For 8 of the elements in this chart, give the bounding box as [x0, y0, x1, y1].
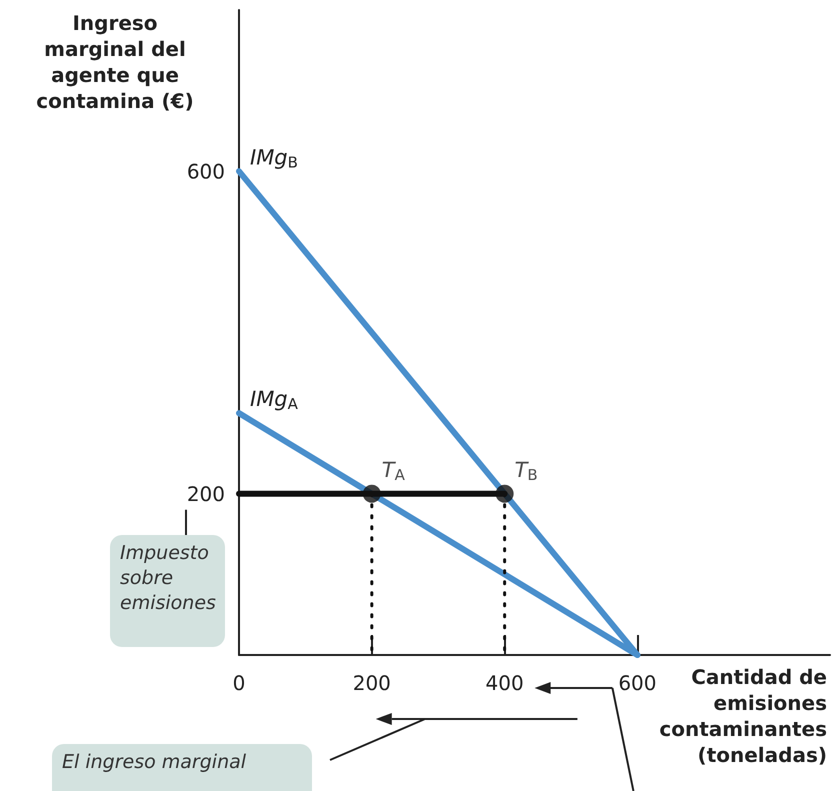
- x-tick-label: 200: [352, 671, 391, 695]
- x-axis-title: Cantidad de emisiones contaminantes (toneladas): [659, 665, 827, 767]
- y-axis-title: Ingreso marginal del agente que contamina (€): [35, 10, 195, 114]
- x-tick-label: 0: [232, 671, 246, 695]
- text: El ingreso marginal: [52, 744, 312, 791]
- text: Impuesto sobre emisiones: [110, 535, 225, 647]
- x-tick-label: 400: [486, 671, 524, 695]
- x-tick-label: 600: [618, 671, 657, 695]
